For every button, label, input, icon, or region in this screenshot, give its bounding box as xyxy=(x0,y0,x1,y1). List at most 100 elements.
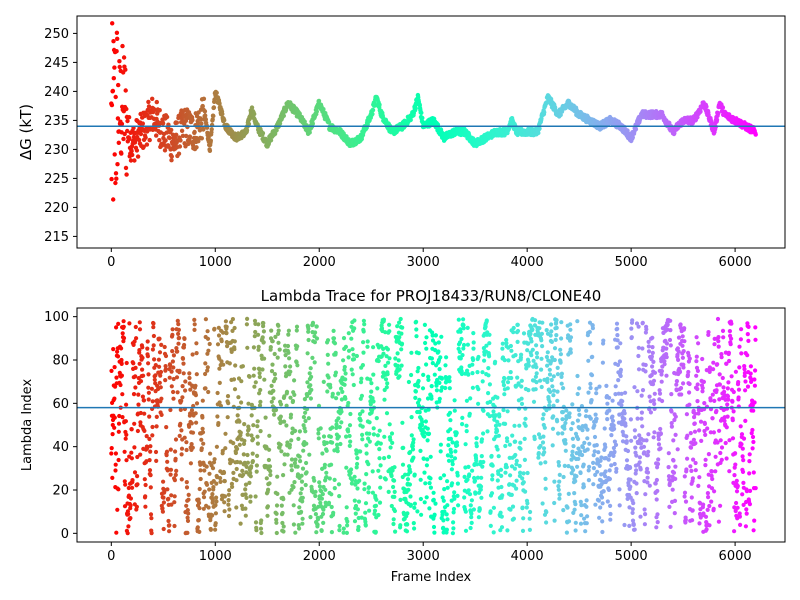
bottom-data-point xyxy=(286,350,291,355)
bottom-data-point xyxy=(397,374,402,379)
bottom-data-point xyxy=(278,402,284,407)
top-data-point xyxy=(203,113,208,118)
bottom-data-point xyxy=(245,345,250,350)
bottom-data-point xyxy=(218,479,223,484)
bottom-data-point xyxy=(281,529,286,534)
bottom-data-point xyxy=(424,362,429,367)
bottom-data-point xyxy=(542,450,547,455)
bottom-data-point xyxy=(405,477,411,482)
bottom-data-point xyxy=(371,426,376,431)
bottom-data-point xyxy=(629,438,634,443)
bottom-data-point xyxy=(387,322,392,327)
bottom-data-point xyxy=(180,356,186,361)
bottom-data-point xyxy=(445,485,450,490)
bottom-data-point xyxy=(644,438,649,443)
bottom-data-point xyxy=(140,367,145,372)
bottom-data-point xyxy=(412,526,417,531)
bottom-data-point xyxy=(251,436,256,442)
bottom-data-point xyxy=(293,530,298,535)
bottom-data-point xyxy=(303,482,308,488)
bottom-data-point xyxy=(329,492,334,497)
bottom-data-point xyxy=(226,513,232,519)
bottom-data-point xyxy=(387,356,392,361)
bottom-data-point xyxy=(146,390,151,395)
bottom-data-point xyxy=(592,434,598,440)
bottom-data-point xyxy=(348,439,353,444)
bottom-data-point xyxy=(414,319,419,324)
bottom-data-point xyxy=(377,447,382,452)
bottom-data-point xyxy=(696,341,701,346)
bottom-data-point xyxy=(525,470,530,476)
bottom-data-point xyxy=(124,432,129,437)
top-data-point xyxy=(160,121,166,126)
bottom-data-point xyxy=(510,504,516,509)
bottom-data-point xyxy=(399,341,405,346)
bottom-data-point xyxy=(243,513,248,518)
bottom-data-point xyxy=(433,501,438,506)
top-data-point xyxy=(109,176,114,182)
top-data-point xyxy=(198,117,203,122)
bottom-data-point xyxy=(321,379,326,384)
bottom-data-point xyxy=(461,342,467,348)
bottom-data-point xyxy=(392,489,397,494)
bottom-data-point xyxy=(547,372,553,377)
bottom-data-point xyxy=(697,475,702,480)
top-data-point xyxy=(110,88,116,94)
bottom-data-point xyxy=(521,331,527,336)
top-data-point xyxy=(169,154,174,159)
bottom-data-point xyxy=(428,454,433,459)
bottom-data-point xyxy=(206,348,211,353)
bottom-data-point xyxy=(378,475,383,480)
bottom-data-point xyxy=(622,416,627,421)
top-data-point xyxy=(164,114,170,120)
bottom-data-point xyxy=(168,407,173,413)
bottom-data-point xyxy=(438,442,443,447)
bottom-data-point xyxy=(580,445,586,450)
top-data-point xyxy=(138,131,144,137)
top-panel: 0 1000 2000 3000 4000 5000 6000 21522022523023… xyxy=(17,15,786,270)
bottom-data-point xyxy=(356,499,362,504)
bottom-data-point xyxy=(223,431,228,436)
top-data-point xyxy=(114,49,119,54)
bottom-data-point xyxy=(659,369,665,374)
bottom-data-point xyxy=(627,523,632,529)
bottom-data-point xyxy=(552,500,557,506)
bottom-data-point xyxy=(309,387,314,392)
bottom-data-point xyxy=(154,424,159,429)
bottom-data-point xyxy=(445,517,450,522)
top-data-point xyxy=(201,96,207,102)
bottom-data-point xyxy=(224,324,229,329)
bottom-data-point xyxy=(603,469,608,474)
bottom-data-point xyxy=(383,477,388,482)
bottom-data-point xyxy=(436,349,441,354)
top-data-point xyxy=(222,118,227,123)
bottom-data-point xyxy=(617,503,622,508)
bottom-data-point xyxy=(329,462,334,467)
bottom-data-point xyxy=(428,485,433,490)
bottom-data-point xyxy=(349,336,354,341)
bottom-data-point xyxy=(502,358,507,363)
bottom-data-point xyxy=(267,447,272,452)
bottom-data-point xyxy=(518,470,523,475)
top-data-point xyxy=(214,90,219,96)
bottom-data-point xyxy=(176,327,181,332)
bottom-data-point xyxy=(375,386,380,391)
top-data-point xyxy=(203,117,208,122)
top-data-point xyxy=(195,121,201,126)
bottom-data-point xyxy=(551,414,556,419)
bottom-data-point xyxy=(466,488,471,493)
bottom-data-point xyxy=(206,389,211,395)
bottom-data-point xyxy=(277,347,282,352)
bottom-data-point xyxy=(116,321,121,326)
bottom-data-point xyxy=(601,338,606,343)
bottom-data-point xyxy=(538,443,543,449)
bottom-data-point xyxy=(707,503,712,509)
bottom-data-point xyxy=(545,350,550,355)
x-tick-label: 4000 xyxy=(511,255,544,270)
bottom-data-point xyxy=(340,389,345,394)
bottom-data-point xyxy=(524,505,529,510)
bottom-data-point xyxy=(385,381,390,386)
y-tick-label: 215 xyxy=(44,230,69,245)
bottom-data-point xyxy=(452,490,457,495)
bottom-data-point xyxy=(298,459,303,464)
